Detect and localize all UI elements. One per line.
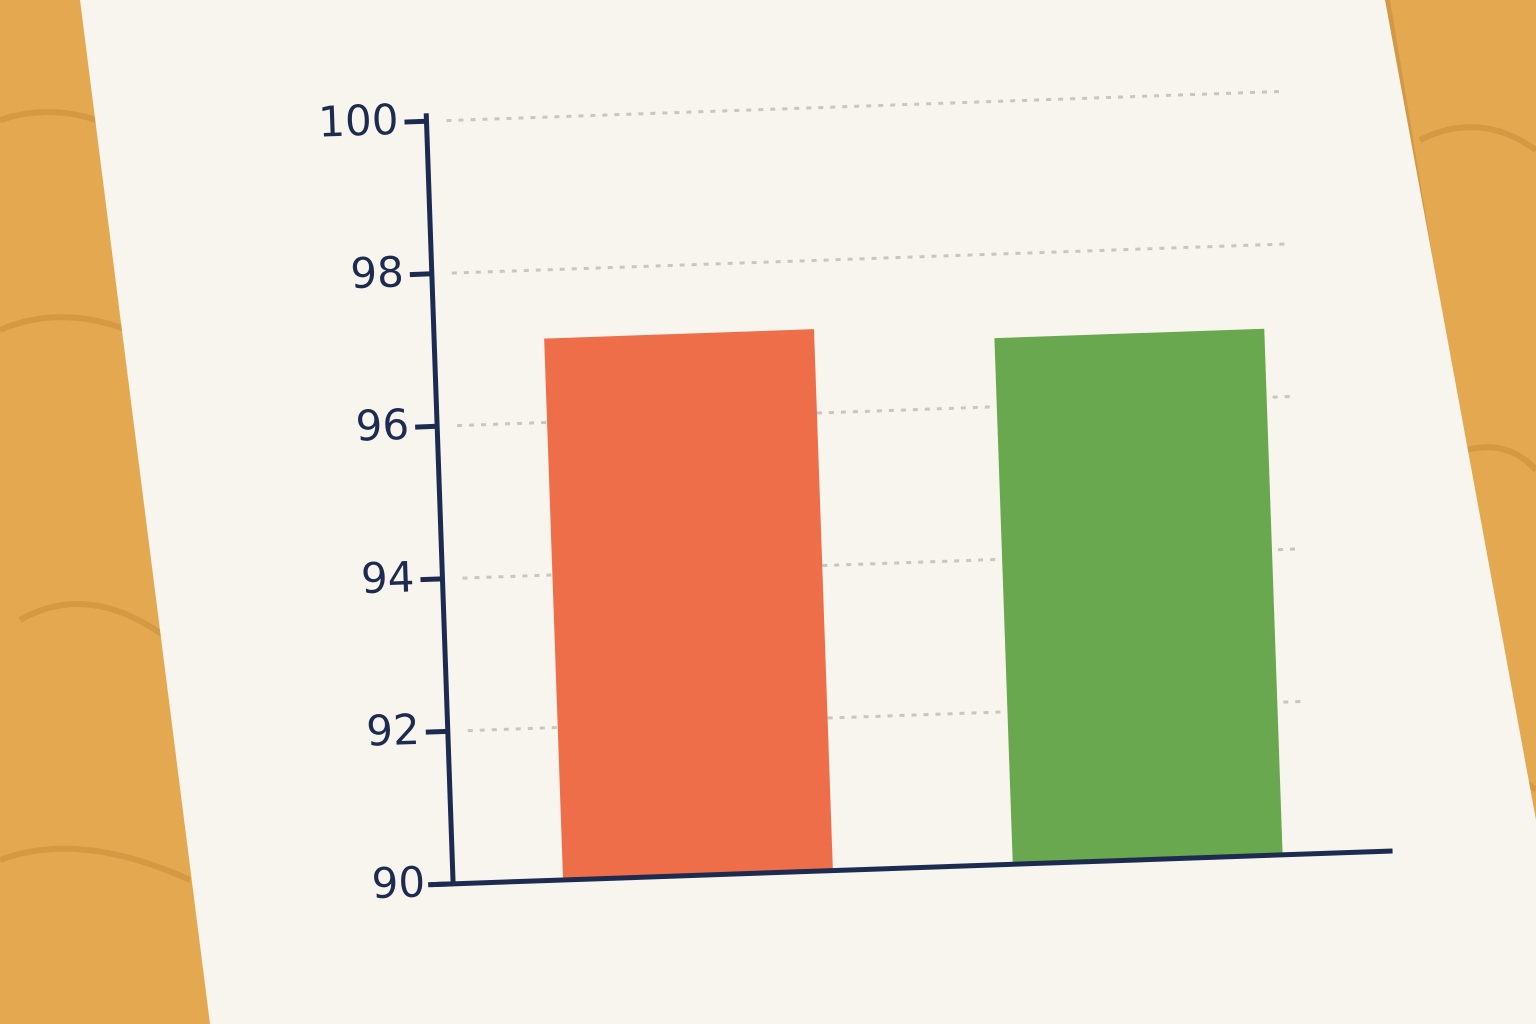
y-axis	[423, 113, 456, 884]
y-tick-label: 90	[371, 857, 426, 908]
y-tick-label: 94	[360, 552, 415, 603]
tick-mark	[409, 271, 432, 278]
grid-line	[446, 89, 1287, 123]
grid-line	[451, 242, 1292, 275]
y-tick-label: 96	[355, 400, 410, 451]
y-tick-label: 100	[317, 95, 399, 147]
y-tick-label: 98	[349, 247, 404, 298]
tick-mark	[415, 423, 438, 430]
y-tick-label: 92	[365, 705, 420, 756]
tick-mark	[425, 728, 448, 735]
bar	[994, 328, 1283, 865]
tick-mark	[420, 576, 443, 583]
plot-area: 90 92 94 96 98 100	[317, 89, 1393, 908]
x-axis	[428, 848, 1393, 888]
tick-mark	[404, 118, 427, 125]
bar	[544, 329, 833, 880]
